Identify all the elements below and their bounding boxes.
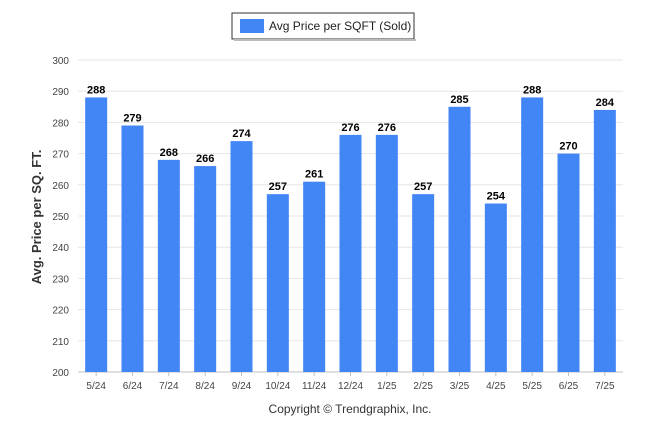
x-tick-label: 1/25 (377, 381, 397, 392)
data-label: 288 (87, 84, 105, 96)
bar (557, 153, 580, 372)
bar (121, 125, 144, 373)
bars (85, 97, 616, 373)
x-tick-label: 7/24 (159, 381, 179, 392)
data-label: 276 (341, 122, 359, 134)
y-axis-title: Avg. Price per SQ. FT. (29, 150, 44, 285)
data-label: 274 (232, 128, 251, 140)
data-label: 257 (269, 181, 287, 193)
data-label: 266 (196, 153, 214, 165)
data-label: 268 (160, 147, 178, 159)
x-axis-ticks: 5/24 6/24 7/24 8/24 9/24 10/24 11/24 12/24 1/25 2… (86, 372, 615, 392)
x-tick-label: 5/25 (522, 381, 542, 392)
bar (484, 203, 507, 372)
y-tick-label: 240 (52, 243, 69, 254)
bar (303, 181, 326, 372)
x-tick-label: 7/25 (595, 381, 615, 392)
data-label: 285 (450, 94, 468, 106)
x-tick-label: 6/25 (559, 381, 579, 392)
copyright-text: Copyright © Trendgraphix, Inc. (269, 402, 432, 416)
data-labels: 288 279 268 266 274 257 261 276 276 257 285 254 288 2… (87, 84, 615, 202)
x-tick-label: 5/24 (86, 381, 106, 392)
y-tick-label: 270 (52, 150, 69, 161)
data-label: 276 (378, 122, 396, 134)
legend-swatch (240, 19, 264, 33)
data-label: 257 (414, 181, 432, 193)
legend-label: Avg Price per SQFT (Sold) (269, 19, 411, 33)
y-tick-label: 300 (52, 56, 69, 67)
y-tick-label: 200 (52, 368, 69, 379)
y-tick-label: 250 (52, 212, 69, 223)
y-axis-ticks: 200 210 220 230 240 250 260 270 280 290 300 (52, 56, 69, 379)
bar (412, 194, 435, 372)
data-label: 254 (487, 191, 506, 203)
data-label: 270 (559, 141, 577, 153)
x-tick-label: 3/25 (450, 381, 470, 392)
y-tick-label: 220 (52, 306, 69, 317)
data-label: 279 (123, 113, 141, 125)
bar (448, 106, 471, 373)
y-tick-label: 210 (52, 337, 69, 348)
data-label: 284 (596, 97, 615, 109)
legend-shadow (234, 39, 416, 41)
y-tick-label: 290 (52, 87, 69, 98)
y-tick-label: 280 (52, 118, 69, 129)
data-label: 261 (305, 169, 323, 181)
x-tick-label: 2/25 (413, 381, 433, 392)
x-tick-label: 9/24 (232, 381, 252, 392)
bar (157, 159, 180, 372)
bar (339, 134, 362, 372)
legend: Avg Price per SQFT (Sold) (231, 12, 416, 41)
bar (521, 97, 544, 372)
x-tick-label: 4/25 (486, 381, 506, 392)
bar (593, 109, 616, 373)
bar (375, 134, 398, 372)
x-tick-label: 12/24 (338, 381, 363, 392)
x-tick-label: 11/24 (302, 381, 327, 392)
bar (230, 141, 253, 372)
bar (266, 194, 289, 372)
bar (194, 166, 217, 372)
data-label: 288 (523, 84, 541, 96)
x-tick-label: 10/24 (265, 381, 290, 392)
x-tick-label: 8/24 (195, 381, 215, 392)
y-tick-label: 230 (52, 274, 69, 285)
y-tick-label: 260 (52, 181, 69, 192)
bar (85, 97, 108, 372)
x-tick-label: 6/24 (123, 381, 143, 392)
